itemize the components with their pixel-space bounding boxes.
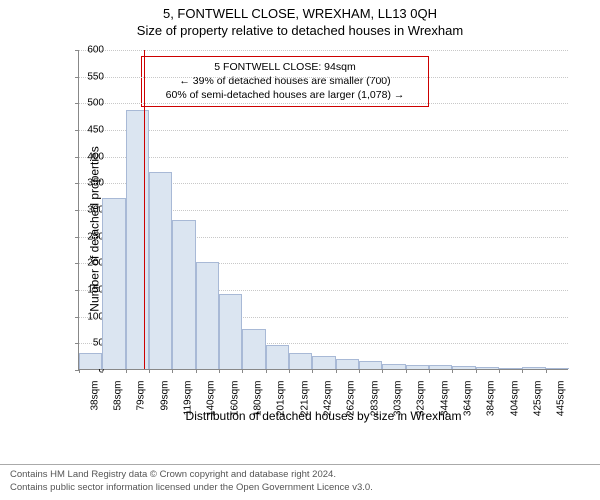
x-tick-label: 404sqm [509,381,520,417]
grid-line [79,50,568,51]
x-tick-mark [242,369,243,373]
x-tick-mark [429,369,430,373]
footer: Contains HM Land Registry data © Crown c… [0,464,600,500]
x-tick-mark [522,369,523,373]
histogram-bar [336,359,359,369]
histogram-bar [476,367,499,369]
x-axis-label: Distribution of detached houses by size … [186,409,462,423]
y-tick-label: 150 [70,285,104,296]
y-tick-label: 200 [70,258,104,269]
histogram-bar [79,353,102,369]
x-tick-mark [126,369,127,373]
x-tick-mark [336,369,337,373]
grid-line [79,157,568,158]
x-tick-label: 364sqm [463,381,474,417]
footer-line-2: Contains public sector information licen… [10,482,590,494]
histogram-bar [429,365,452,369]
x-tick-label: 38sqm [89,381,100,411]
y-tick-label: 500 [70,98,104,109]
histogram-bar [149,172,172,369]
y-tick-label: 50 [70,338,104,349]
histogram-bar [172,220,195,369]
x-tick-mark [499,369,500,373]
x-tick-label: 99sqm [159,381,170,411]
grid-line [79,130,568,131]
x-tick-label: 79sqm [136,381,147,411]
histogram-bar [546,368,569,369]
x-tick-mark [406,369,407,373]
page-title: 5, FONTWELL CLOSE, WREXHAM, LL13 0QH [10,6,590,21]
x-tick-mark [452,369,453,373]
histogram-bar [196,262,219,369]
histogram-bar [522,367,545,369]
grid-line [79,77,568,78]
x-tick-label: 425sqm [533,381,544,417]
x-tick-label: 58sqm [113,381,124,411]
footer-line-1: Contains HM Land Registry data © Crown c… [10,469,590,481]
x-tick-mark [546,369,547,373]
marker-line [144,50,145,369]
x-tick-mark [359,369,360,373]
histogram-bar [452,366,475,369]
x-tick-mark [476,369,477,373]
x-tick-label: 445sqm [556,381,567,417]
annotation-box: 5 FONTWELL CLOSE: 94sqm← 39% of detached… [141,56,429,107]
histogram-bar [102,198,125,369]
histogram-bar [242,329,265,369]
histogram-bar [499,368,522,369]
x-tick-label: 384sqm [486,381,497,417]
title-block: 5, FONTWELL CLOSE, WREXHAM, LL13 0QH Siz… [0,0,600,38]
x-tick-mark [196,369,197,373]
y-tick-label: 300 [70,205,104,216]
page-subtitle: Size of property relative to detached ho… [10,23,590,38]
histogram-bar [266,345,289,369]
x-tick-mark [219,369,220,373]
plot-area: 5 FONTWELL CLOSE: 94sqm← 39% of detached… [78,50,568,370]
x-tick-mark [79,369,80,373]
y-tick-label: 250 [70,231,104,242]
x-tick-mark [312,369,313,373]
y-tick-label: 600 [70,45,104,56]
x-tick-mark [289,369,290,373]
x-tick-mark [266,369,267,373]
histogram-bar [382,364,405,369]
y-tick-label: 450 [70,125,104,136]
grid-line [79,103,568,104]
x-tick-mark [172,369,173,373]
annotation-line: 5 FONTWELL CLOSE: 94sqm [148,60,422,74]
y-tick-label: 400 [70,151,104,162]
histogram-bar [289,353,312,369]
histogram-bar [406,365,429,369]
x-tick-mark [382,369,383,373]
x-tick-mark [149,369,150,373]
x-tick-mark [102,369,103,373]
histogram-bar [219,294,242,369]
y-tick-label: 350 [70,178,104,189]
histogram-bar [312,356,335,369]
annotation-line: 60% of semi-detached houses are larger (… [148,88,422,102]
chart-container: Number of detached properties 5 FONTWELL… [48,48,578,410]
histogram-bar [126,110,149,369]
histogram-bar [359,361,382,369]
y-tick-label: 100 [70,311,104,322]
y-tick-label: 550 [70,71,104,82]
